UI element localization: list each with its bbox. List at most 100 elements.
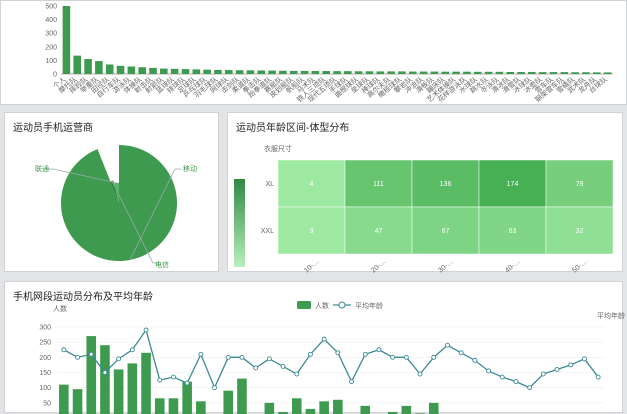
bar-36 xyxy=(452,71,460,74)
avg-age-point-33 xyxy=(513,379,519,385)
bar-46 xyxy=(560,72,569,74)
pie-slice-2 xyxy=(113,182,119,203)
y-tick-label: 500 xyxy=(45,4,57,11)
avg-age-point-8 xyxy=(170,374,176,380)
heat-value: 136 xyxy=(440,181,452,188)
bar-33 xyxy=(419,71,428,74)
bottom-title: 手机网段运动员分布及平均年龄 xyxy=(13,292,153,303)
bar-40 xyxy=(495,71,504,74)
heat-value: 174 xyxy=(507,181,519,188)
combo-bar-1 xyxy=(72,389,83,414)
avg-age-point-9 xyxy=(184,380,190,386)
bar-6 xyxy=(127,66,136,74)
combo-bar-22 xyxy=(360,405,371,414)
avg-age-point-39 xyxy=(595,374,601,380)
y-axis-title: 人数 xyxy=(53,304,67,313)
avg-age-point-2 xyxy=(88,351,94,357)
combo-bar-15 xyxy=(264,402,275,414)
y-tick-label: 300 xyxy=(45,31,57,38)
combo-bar-2 xyxy=(86,336,97,414)
combo-bar-3 xyxy=(100,345,110,414)
combo-bar-10 xyxy=(196,401,206,414)
pie-label: 联通 xyxy=(35,164,49,173)
avg-age-point-17 xyxy=(294,371,300,377)
avg-age-point-21 xyxy=(349,379,354,385)
y-tick-label: 0 xyxy=(53,72,57,79)
combo-bar-20 xyxy=(333,399,343,414)
bar-39 xyxy=(484,71,493,74)
bar-8 xyxy=(149,67,157,74)
avg-age-point-22 xyxy=(362,351,368,357)
bar-26 xyxy=(344,71,352,74)
combo-bar-7 xyxy=(154,398,165,414)
bar-25 xyxy=(333,71,341,74)
carrier-title: 运动员手机运营商 xyxy=(13,123,93,134)
combo-bar-18 xyxy=(305,408,316,414)
combo-bar-4 xyxy=(113,369,124,414)
combo-bar-17 xyxy=(291,398,302,414)
heat-x-label: 40-… xyxy=(504,258,522,274)
avg-age-point-5 xyxy=(129,347,135,353)
bar-22 xyxy=(300,70,309,74)
y-tick-label: 200 xyxy=(39,355,51,362)
y-tick-label: 300 xyxy=(39,325,51,332)
bar-30 xyxy=(387,71,395,74)
avg-age-line xyxy=(63,328,599,390)
bar-9 xyxy=(160,68,168,74)
pie-label: 移动 xyxy=(183,164,197,173)
carrier-panel: 运动员手机运营商 移动电信 联通 xyxy=(4,112,219,272)
bar-1 xyxy=(73,55,82,74)
pie-leader-line xyxy=(111,180,159,264)
bar-20 xyxy=(279,70,287,74)
bar-19 xyxy=(268,70,276,74)
bar-37 xyxy=(463,71,471,74)
avg-age-point-19 xyxy=(321,336,327,342)
pie-slice-1 xyxy=(110,180,119,203)
combo-bar-19 xyxy=(319,401,329,414)
bar-7 xyxy=(138,67,146,74)
heat-panel: 运动员年龄区间-体型分布 衣服尺寸 XL 4 111 136 174 79 XXL 3 47 67 6… xyxy=(227,112,623,275)
avg-age-point-20 xyxy=(335,350,341,356)
avg-age-point-14 xyxy=(253,365,259,371)
y-tick-label: 100 xyxy=(45,58,57,65)
heat-value: 32 xyxy=(576,228,584,235)
bar-50 xyxy=(603,72,612,74)
avg-age-point-34 xyxy=(527,385,533,391)
top-bar-chart: 0100200300400500个人摩托队摔跤队举重队田径队自行车队游泳队体操队… xyxy=(45,4,613,104)
heat-value: 4 xyxy=(310,181,314,188)
bar-23 xyxy=(311,71,320,74)
combo-bar-5 xyxy=(127,363,138,414)
avg-age-point-31 xyxy=(486,368,491,374)
pie-label: 电信 xyxy=(155,260,169,269)
heat-cell xyxy=(344,206,413,255)
avg-age-point-7 xyxy=(157,377,163,383)
avg-age-point-38 xyxy=(582,356,587,362)
y-tick-label: 50 xyxy=(43,400,51,407)
avg-age-point-24 xyxy=(390,354,396,360)
avg-age-point-1 xyxy=(75,354,81,360)
heat-value: 111 xyxy=(373,181,384,188)
bar-16 xyxy=(235,70,244,74)
y-tick-label: 150 xyxy=(39,370,51,377)
bar-29 xyxy=(376,71,385,74)
bar-35 xyxy=(441,71,450,74)
heat-cell xyxy=(478,159,547,208)
bar-48 xyxy=(582,72,590,74)
bar-44 xyxy=(538,72,547,74)
pie-leader-line xyxy=(45,168,117,184)
bar-38 xyxy=(473,71,482,74)
combo-bar-27 xyxy=(428,402,439,414)
avg-age-point-28 xyxy=(445,342,450,348)
avg-age-point-11 xyxy=(212,385,218,391)
combo-bar-6 xyxy=(141,352,151,414)
bar-2 xyxy=(84,59,92,74)
bar-5 xyxy=(116,65,125,74)
heat-x-label: 50-… xyxy=(571,258,589,274)
bar-28 xyxy=(365,71,374,74)
y-tick-label: 100 xyxy=(39,385,51,392)
bar-43 xyxy=(528,71,536,74)
y-tick-label: 200 xyxy=(45,44,57,51)
avg-age-point-29 xyxy=(458,350,464,356)
heat-value: 67 xyxy=(442,228,450,235)
pie-leader-line xyxy=(129,168,181,261)
